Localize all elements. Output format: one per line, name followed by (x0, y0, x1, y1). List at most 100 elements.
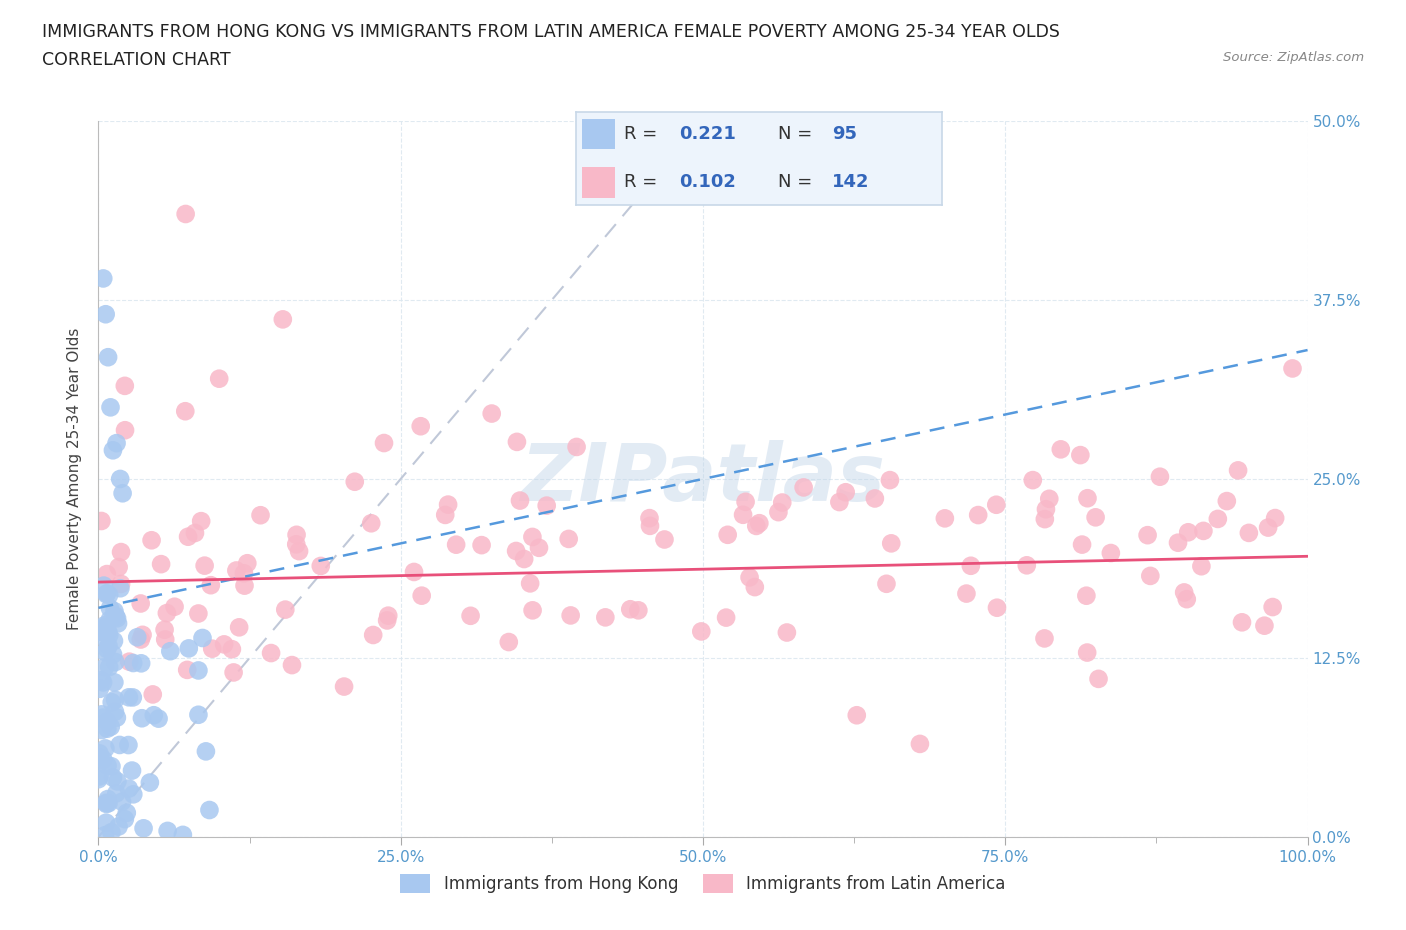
Point (89, 750, 111, 764)
Point (228, 620, 250, 635)
Point (770, 495, 793, 510)
Point (1015, 558, 1038, 573)
Point (955, 586, 977, 601)
Point (828, 495, 851, 510)
Point (105, 435, 128, 451)
Point (89, 769, 111, 784)
Point (717, 527, 740, 542)
Point (879, 472, 901, 487)
Point (201, 641, 224, 656)
Point (142, 708, 165, 723)
Point (1033, 512, 1056, 526)
Point (103, 604, 125, 618)
Point (105, 611, 128, 626)
Point (522, 603, 544, 618)
Point (733, 508, 755, 523)
Point (132, 821, 155, 836)
Point (89, 624, 111, 639)
Point (1189, 559, 1212, 574)
Point (174, 404, 197, 418)
Point (110, 545, 132, 560)
Point (654, 532, 676, 547)
Point (509, 493, 531, 508)
FancyBboxPatch shape (582, 167, 614, 198)
Text: N =: N = (778, 173, 817, 192)
Point (481, 406, 503, 421)
Point (100, 400, 122, 415)
Point (108, 737, 131, 752)
Point (91, 711, 114, 725)
Point (934, 511, 956, 525)
Point (91, 629, 114, 644)
Point (117, 737, 139, 752)
Point (1167, 536, 1189, 551)
Text: 95: 95 (832, 125, 858, 143)
Point (142, 687, 165, 702)
Point (107, 560, 129, 575)
Point (100, 759, 122, 774)
Point (118, 654, 141, 669)
Point (87, 772, 110, 787)
Point (100, 695, 122, 710)
Point (96, 796, 118, 811)
Point (506, 434, 529, 449)
Point (118, 690, 141, 705)
Point (1139, 568, 1161, 583)
Point (1033, 631, 1056, 645)
Point (768, 505, 790, 520)
Point (498, 634, 520, 649)
Point (863, 491, 886, 506)
Point (281, 658, 304, 672)
Point (100, 825, 122, 840)
Point (285, 537, 308, 551)
Point (1084, 510, 1107, 525)
Point (967, 508, 990, 523)
Point (105, 786, 128, 801)
Point (619, 602, 641, 617)
Point (150, 557, 173, 572)
Point (260, 645, 283, 660)
Point (1192, 524, 1215, 538)
Text: ZIPatlas: ZIPatlas (520, 440, 886, 518)
Point (101, 647, 124, 662)
Point (1253, 618, 1275, 633)
Point (97, 350, 120, 365)
Point (1136, 527, 1159, 542)
Point (1257, 520, 1279, 535)
Point (343, 474, 366, 489)
Point (103, 675, 125, 690)
Point (97, 791, 120, 806)
Point (690, 624, 713, 639)
Point (153, 622, 176, 637)
Point (96, 722, 118, 737)
Point (212, 637, 235, 652)
Point (1099, 546, 1122, 561)
Text: 0.221: 0.221 (679, 125, 735, 143)
Point (114, 812, 136, 827)
Point (627, 603, 650, 618)
Point (738, 570, 761, 585)
Point (1216, 494, 1239, 509)
Point (249, 508, 271, 523)
Point (93, 578, 115, 593)
Point (121, 690, 143, 705)
Point (131, 711, 153, 725)
Point (834, 485, 856, 499)
Point (233, 578, 256, 593)
Text: IMMIGRANTS FROM HONG KONG VS IMMIGRANTS FROM LATIN AMERICA FEMALE POVERTY AMONG : IMMIGRANTS FROM HONG KONG VS IMMIGRANTS … (42, 23, 1060, 41)
Point (536, 498, 558, 513)
Point (98, 588, 121, 603)
Point (172, 828, 194, 843)
Point (745, 519, 768, 534)
Point (560, 608, 582, 623)
Point (845, 708, 868, 723)
Point (360, 516, 382, 531)
Point (1076, 645, 1098, 660)
Point (638, 511, 661, 525)
Point (177, 529, 200, 544)
Point (198, 803, 221, 817)
Point (155, 632, 177, 647)
Point (748, 516, 770, 531)
Point (103, 633, 125, 648)
Point (194, 558, 217, 573)
